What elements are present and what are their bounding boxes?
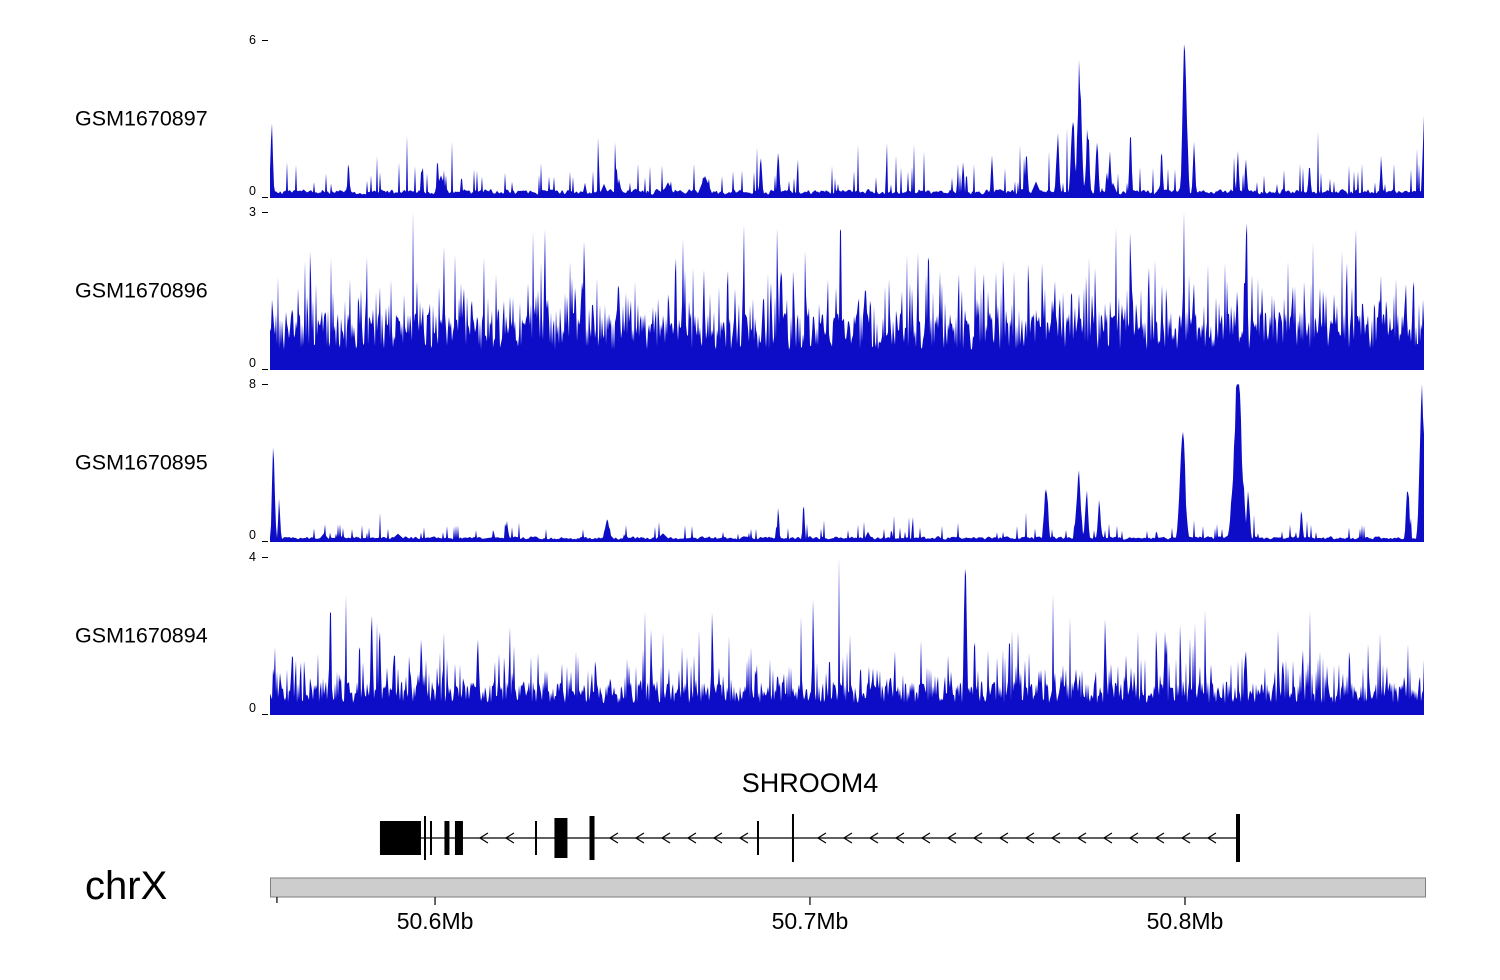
y-axis-min-label: 0	[249, 701, 256, 715]
strand-arrow-left-icon	[1180, 832, 1191, 844]
y-axis-min-label: 0	[249, 356, 256, 370]
track-label: GSM1670894	[75, 623, 208, 648]
coverage-plot	[270, 384, 1424, 542]
strand-arrow-left-icon	[1206, 832, 1217, 844]
strand-arrow-left-icon	[686, 832, 697, 844]
exon	[554, 818, 568, 858]
strand-arrow-left-icon	[1128, 832, 1139, 844]
exon	[444, 821, 450, 855]
exon	[791, 814, 794, 862]
gene-name: SHROOM4	[741, 768, 879, 798]
strand-arrow-left-icon	[842, 832, 853, 844]
coverage-signal	[270, 212, 1424, 370]
exon	[589, 816, 595, 860]
y-axis-max-label: 6	[249, 33, 256, 47]
chromosome-bar	[270, 877, 1426, 898]
exon	[756, 821, 759, 855]
gene-title-wrap: SHROOM4	[270, 768, 1425, 802]
gene-model	[379, 814, 1241, 862]
y-axis-tick	[262, 714, 268, 715]
coverage-track-3: GSM1670895 8 0	[0, 377, 1500, 542]
y-axis-tick	[262, 369, 268, 370]
exon	[534, 821, 537, 855]
coverage-signal	[270, 557, 1424, 715]
y-axis-tick	[262, 557, 268, 558]
coverage-track-4: GSM1670894 4 0	[0, 550, 1500, 715]
y-axis-max-label: 3	[249, 205, 256, 219]
y-axis-tick	[262, 212, 268, 213]
y-axis-tick	[262, 197, 268, 198]
exon	[454, 821, 463, 855]
strand-arrow-left-icon	[738, 832, 749, 844]
strand-arrow-left-icon	[1102, 832, 1113, 844]
axis-tick-label: 50.6Mb	[396, 908, 474, 934]
coverage-plot	[270, 557, 1424, 715]
y-axis-min-label: 0	[249, 528, 256, 542]
y-axis-tick	[262, 384, 268, 385]
strand-arrow-left-icon	[894, 832, 905, 844]
first-exon-box	[379, 821, 421, 855]
strand-arrow-left-icon	[1050, 832, 1061, 844]
coverage-plot	[270, 44, 1424, 198]
y-axis-max-label: 8	[249, 377, 256, 391]
y-axis-max-label: 4	[249, 550, 256, 564]
strand-arrow-left-icon	[478, 832, 489, 844]
strand-arrow-left-icon	[660, 832, 671, 844]
axis-tick-label: 50.8Mb	[1146, 908, 1224, 934]
strand-arrow-left-icon	[608, 832, 619, 844]
strand-arrow-left-icon	[712, 832, 723, 844]
coverage-track-2: GSM1670896 3 0	[0, 205, 1500, 370]
strand-arrow-left-icon	[920, 832, 931, 844]
strand-arrow-left-icon	[1024, 832, 1035, 844]
coverage-track-1: GSM1670897 6 0	[0, 33, 1500, 198]
coverage-signal	[270, 44, 1424, 198]
track-label: GSM1670895	[75, 450, 208, 475]
strand-arrow-left-icon	[816, 832, 827, 844]
strand-arrow-left-icon	[1076, 832, 1087, 844]
strand-arrow-left-icon	[868, 832, 879, 844]
axis-tick-label: 50.7Mb	[771, 908, 849, 934]
coverage-plot	[270, 212, 1424, 370]
exon	[430, 821, 433, 855]
strand-arrow-left-icon	[998, 832, 1009, 844]
strand-arrow-left-icon	[946, 832, 957, 844]
strand-arrow-left-icon	[504, 832, 515, 844]
strand-arrow-left-icon	[634, 832, 645, 844]
strand-arrow-left-icon	[972, 832, 983, 844]
coverage-signal	[270, 384, 1424, 542]
strand-arrow-left-icon	[1154, 832, 1165, 844]
y-axis-tick	[262, 40, 268, 41]
y-axis-tick	[262, 541, 268, 542]
chromosome-ruler	[270, 877, 1426, 905]
exon	[1236, 814, 1241, 862]
chromosome-label: chrX	[85, 864, 168, 908]
track-label: GSM1670896	[75, 278, 208, 303]
y-axis-min-label: 0	[249, 184, 256, 198]
track-label: GSM1670897	[75, 106, 208, 131]
exon	[424, 816, 427, 860]
